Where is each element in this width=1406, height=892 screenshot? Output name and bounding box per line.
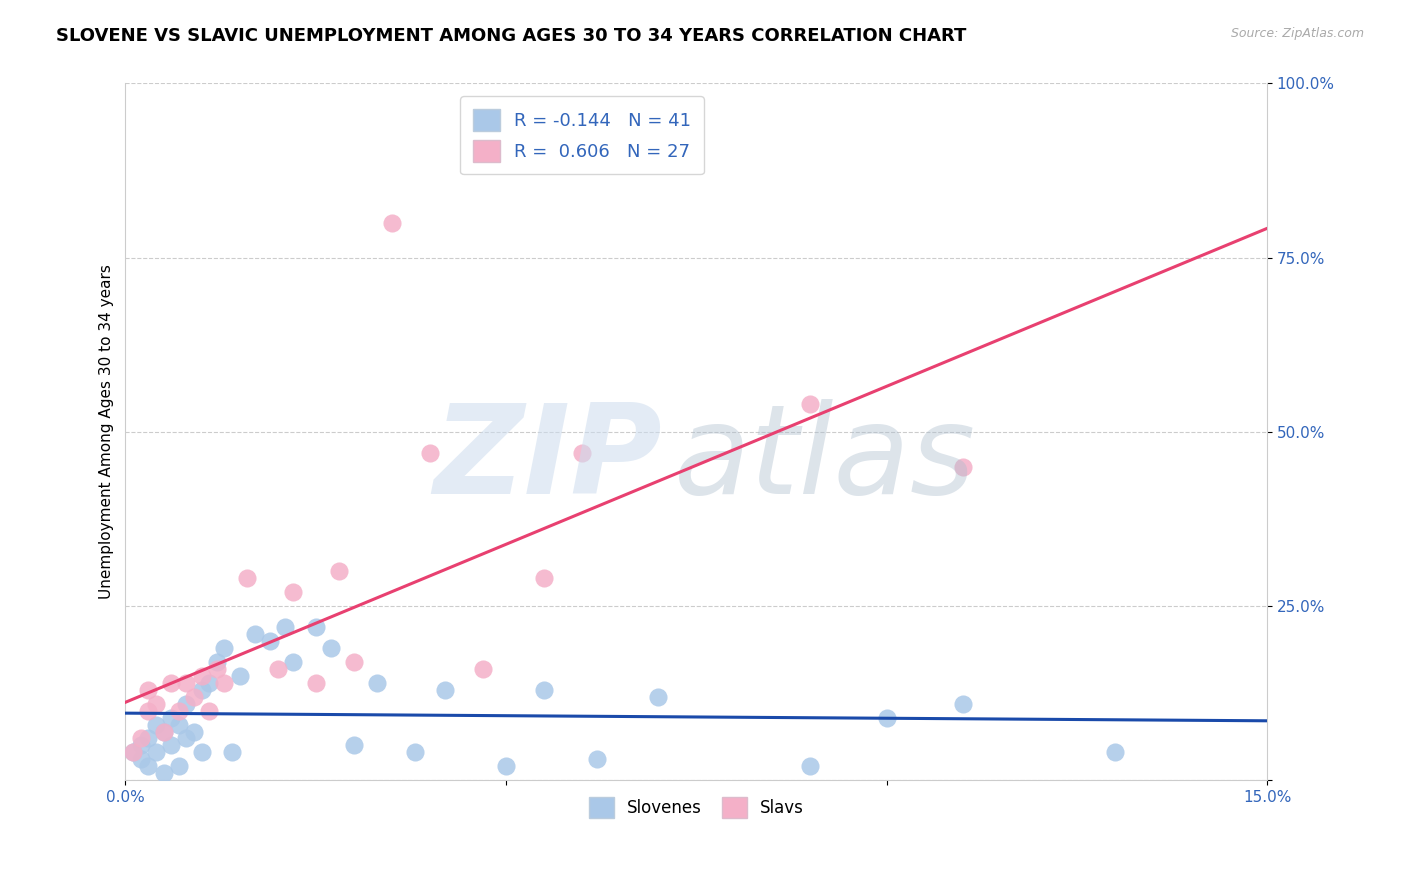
Point	[152, 724, 174, 739]
Y-axis label: Unemployment Among Ages 30 to 34 years: Unemployment Among Ages 30 to 34 years	[100, 264, 114, 599]
Point	[122, 746, 145, 760]
Point	[160, 710, 183, 724]
Point	[1104, 746, 1126, 760]
Point	[198, 675, 221, 690]
Point	[305, 675, 328, 690]
Point	[319, 640, 342, 655]
Point	[281, 585, 304, 599]
Point	[281, 655, 304, 669]
Point	[205, 662, 228, 676]
Point	[404, 746, 426, 760]
Point	[305, 620, 328, 634]
Text: ZIP: ZIP	[433, 400, 662, 520]
Point	[136, 682, 159, 697]
Point	[183, 724, 205, 739]
Point	[434, 682, 457, 697]
Point	[228, 669, 250, 683]
Point	[343, 655, 366, 669]
Point	[495, 759, 517, 773]
Point	[145, 697, 167, 711]
Text: SLOVENE VS SLAVIC UNEMPLOYMENT AMONG AGES 30 TO 34 YEARS CORRELATION CHART: SLOVENE VS SLAVIC UNEMPLOYMENT AMONG AGE…	[56, 27, 966, 45]
Point	[328, 564, 350, 578]
Point	[136, 759, 159, 773]
Point	[183, 690, 205, 704]
Point	[571, 446, 593, 460]
Point	[205, 655, 228, 669]
Point	[274, 620, 297, 634]
Point	[167, 704, 190, 718]
Point	[152, 724, 174, 739]
Point	[167, 759, 190, 773]
Point	[129, 739, 152, 753]
Point	[952, 697, 974, 711]
Point	[533, 682, 555, 697]
Point	[419, 446, 441, 460]
Point	[214, 675, 236, 690]
Point	[176, 675, 198, 690]
Point	[160, 675, 183, 690]
Point	[167, 717, 190, 731]
Point	[129, 731, 152, 746]
Point	[198, 704, 221, 718]
Point	[190, 682, 212, 697]
Point	[145, 746, 167, 760]
Text: atlas: atlas	[673, 400, 976, 520]
Point	[176, 697, 198, 711]
Legend: Slovenes, Slavs: Slovenes, Slavs	[582, 790, 811, 824]
Point	[236, 571, 259, 585]
Point	[952, 459, 974, 474]
Point	[647, 690, 669, 704]
Point	[366, 675, 388, 690]
Point	[799, 759, 821, 773]
Point	[190, 746, 212, 760]
Point	[381, 216, 404, 230]
Point	[136, 731, 159, 746]
Point	[145, 717, 167, 731]
Point	[472, 662, 495, 676]
Point	[129, 752, 152, 766]
Point	[152, 766, 174, 780]
Point	[122, 746, 145, 760]
Text: Source: ZipAtlas.com: Source: ZipAtlas.com	[1230, 27, 1364, 40]
Point	[266, 662, 288, 676]
Point	[586, 752, 609, 766]
Point	[799, 397, 821, 411]
Point	[190, 669, 212, 683]
Point	[136, 704, 159, 718]
Point	[259, 634, 281, 648]
Point	[176, 731, 198, 746]
Point	[533, 571, 555, 585]
Point	[243, 627, 266, 641]
Point	[876, 710, 898, 724]
Point	[343, 739, 366, 753]
Point	[221, 746, 243, 760]
Point	[160, 739, 183, 753]
Point	[214, 640, 236, 655]
